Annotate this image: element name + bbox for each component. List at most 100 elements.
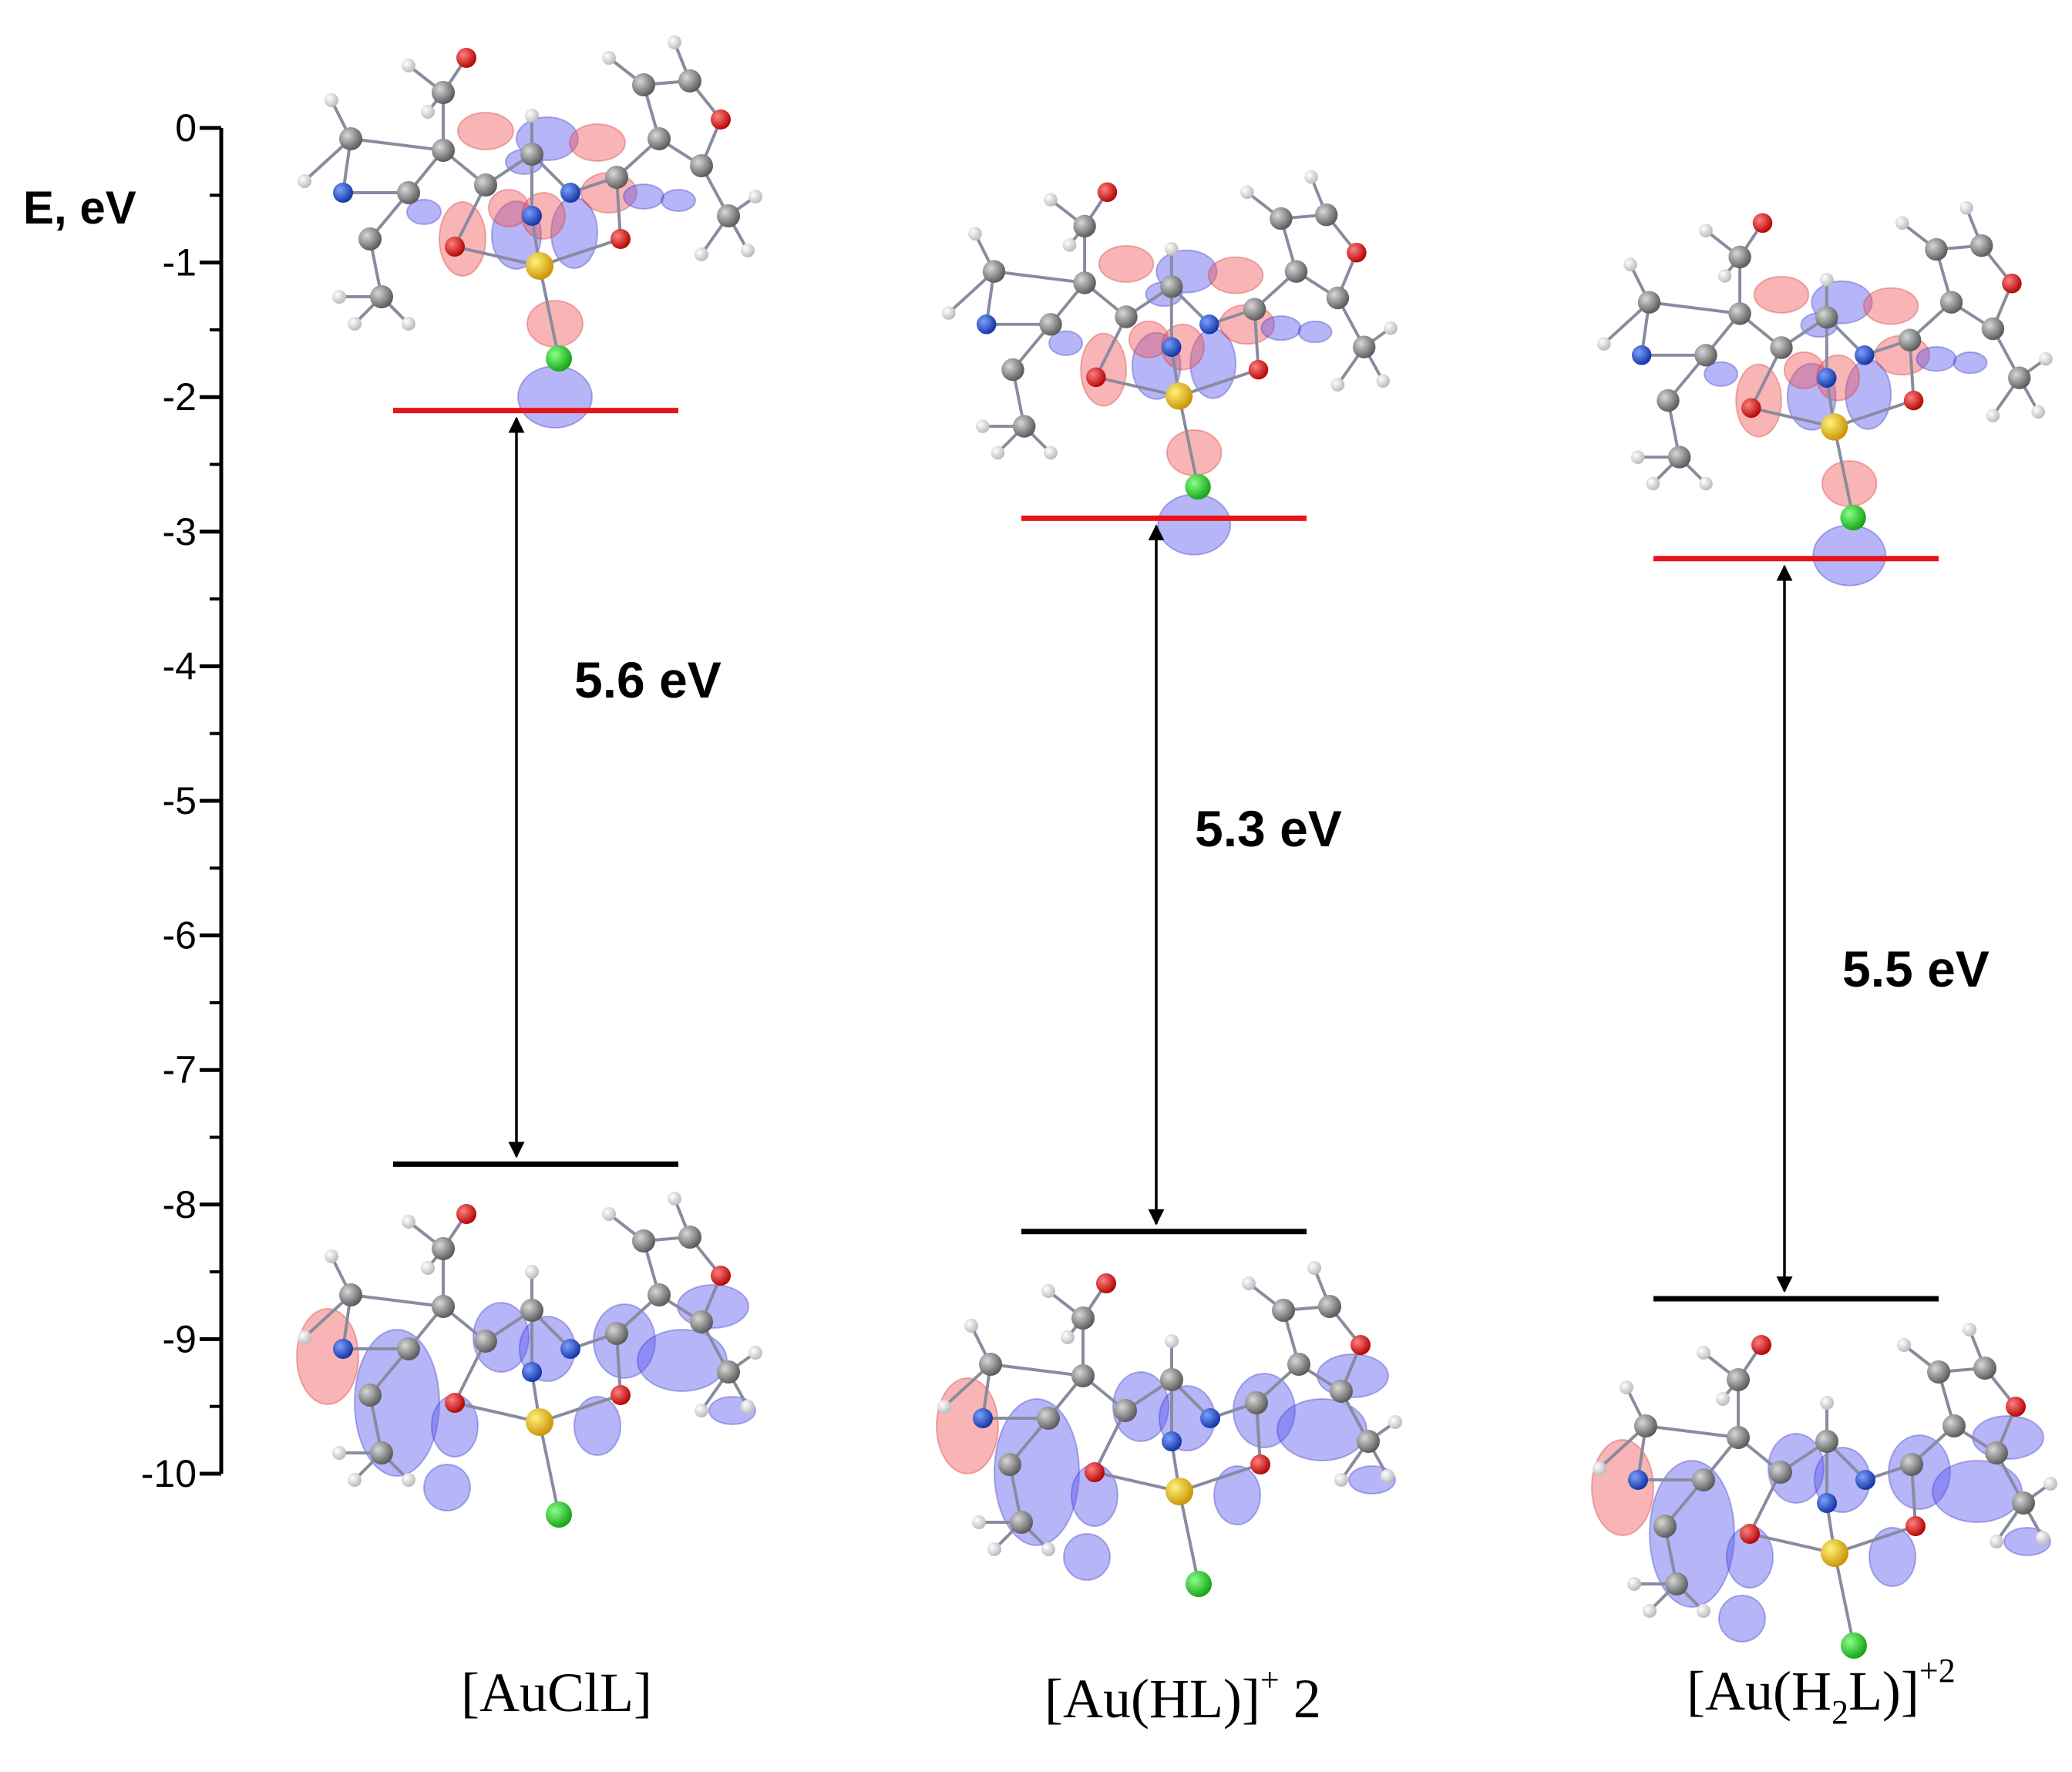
atom-h	[1388, 1415, 1402, 1429]
atom-h	[695, 1404, 708, 1417]
atom-c	[1284, 260, 1308, 283]
orbital-lobe	[1718, 1595, 1766, 1643]
orbital-lobe	[1649, 1460, 1735, 1608]
atom-h	[1334, 1473, 1348, 1487]
atom-cl	[546, 345, 572, 372]
atom-h	[325, 1249, 338, 1263]
atom-n	[522, 206, 542, 226]
atom-h	[602, 51, 616, 65]
homo-orbital-3	[1591, 1323, 2057, 1659]
atom-n	[973, 1408, 993, 1428]
atom-n	[1162, 337, 1182, 357]
atom-au	[526, 252, 553, 280]
atom-h	[298, 1330, 311, 1344]
atom-h	[1041, 1284, 1055, 1298]
atom-c	[1071, 1364, 1095, 1387]
tick-label: -2	[163, 375, 197, 419]
atom-o	[1250, 1454, 1270, 1474]
y-axis-minor-ticks	[210, 193, 221, 1408]
atom-n	[560, 183, 580, 203]
orbital-lobe	[1953, 351, 1988, 375]
atom-c	[1653, 1515, 1677, 1538]
atom-c	[1694, 344, 1717, 367]
tick-label: -5	[163, 779, 197, 822]
atom-au	[1820, 413, 1848, 441]
orbital-lobe	[517, 365, 593, 429]
atom-h	[1699, 224, 1713, 237]
atom-h	[1820, 1396, 1834, 1410]
bond	[539, 1394, 621, 1424]
atom-h	[2031, 405, 2046, 419]
atom-h	[1596, 337, 1611, 351]
atom-h	[1643, 1604, 1657, 1618]
atom-h	[937, 1400, 951, 1414]
atom-c	[1010, 1511, 1033, 1534]
atom-h	[1307, 1261, 1321, 1275]
atom-c	[1815, 1430, 1838, 1453]
tick-label: -7	[163, 1048, 197, 1091]
atom-c	[339, 1283, 362, 1306]
atom-c	[1353, 335, 1376, 358]
atom-o	[1096, 1273, 1116, 1293]
atom-c	[1900, 1453, 1923, 1476]
atom-c	[1326, 286, 1350, 310]
atom-h	[1895, 216, 1909, 230]
atom-h	[668, 1192, 681, 1205]
atom-c	[1727, 1368, 1750, 1391]
atom-h	[1041, 1542, 1055, 1556]
atom-h	[402, 317, 415, 331]
tick-label: -8	[163, 1183, 197, 1226]
atom-c	[717, 204, 740, 227]
atom-h	[1165, 1334, 1179, 1348]
bond	[539, 237, 621, 267]
orbital-lobe	[1735, 363, 1782, 438]
atom-o	[1248, 359, 1269, 380]
atom-h	[2036, 1531, 2050, 1545]
atom-c	[1668, 446, 1691, 469]
bond	[1095, 375, 1180, 398]
atom-au	[1821, 1539, 1848, 1567]
homo-orbital-2	[936, 1261, 1402, 1597]
atom-c	[397, 1337, 420, 1360]
atom-c	[1769, 1461, 1792, 1484]
atom-o	[445, 237, 465, 257]
atom-o	[1350, 1335, 1371, 1355]
tick-label: 0	[175, 106, 197, 150]
bond	[454, 1401, 540, 1424]
orbital-lobe	[1098, 244, 1155, 283]
atom-o	[1740, 1524, 1760, 1544]
tick-label: -1	[163, 241, 197, 284]
atom-h	[964, 1319, 978, 1333]
orbital-lobe	[936, 1377, 999, 1474]
atom-c	[2008, 366, 2031, 389]
orbital-lobe	[1207, 256, 1264, 294]
lumo-orbital-3	[1596, 200, 2053, 587]
atom-c	[1815, 306, 1838, 329]
orbital-lobe	[457, 112, 514, 150]
atom-cl	[1186, 1571, 1212, 1597]
atom-c	[605, 166, 628, 189]
atom-cl	[1840, 504, 1866, 531]
orbital-lobe	[354, 1329, 440, 1477]
complex-label-2-after: 2	[1280, 1668, 1321, 1730]
bond	[1832, 426, 1855, 518]
atom-c	[1160, 1368, 1183, 1391]
atom-c	[520, 1299, 543, 1322]
atom-c	[397, 181, 420, 204]
atom-h	[421, 1261, 435, 1275]
atom-h	[325, 93, 338, 107]
atom-au	[1165, 382, 1193, 410]
orbital-lobe	[1260, 315, 1302, 341]
orbital-lobe	[1932, 1460, 2023, 1523]
complex-label-1: [AuClL]	[461, 1662, 652, 1723]
atom-c	[632, 1229, 655, 1253]
orbital-lobe	[661, 189, 696, 212]
atom-h	[1699, 476, 1713, 491]
atom-c	[982, 260, 1006, 283]
atom-h	[1304, 170, 1318, 184]
lumo-orbital-2	[941, 170, 1398, 556]
atom-c	[1357, 1430, 1380, 1453]
bond	[538, 1421, 560, 1515]
atom-c	[432, 81, 455, 104]
atom-c	[1115, 305, 1138, 328]
